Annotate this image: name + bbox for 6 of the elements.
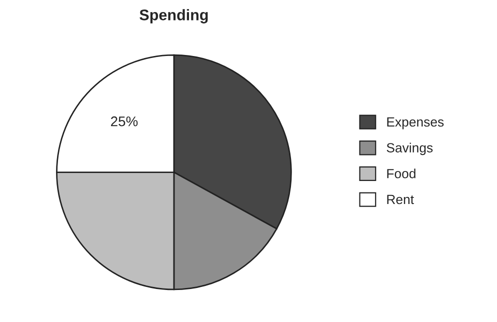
legend-label: Savings <box>386 142 433 156</box>
legend-label: Rent <box>387 194 414 204</box>
legend-label: Expenses <box>387 117 444 130</box>
legend-label: Food <box>387 168 416 178</box>
chart-title: Spending <box>140 9 208 24</box>
data-label: 25% <box>111 116 138 126</box>
